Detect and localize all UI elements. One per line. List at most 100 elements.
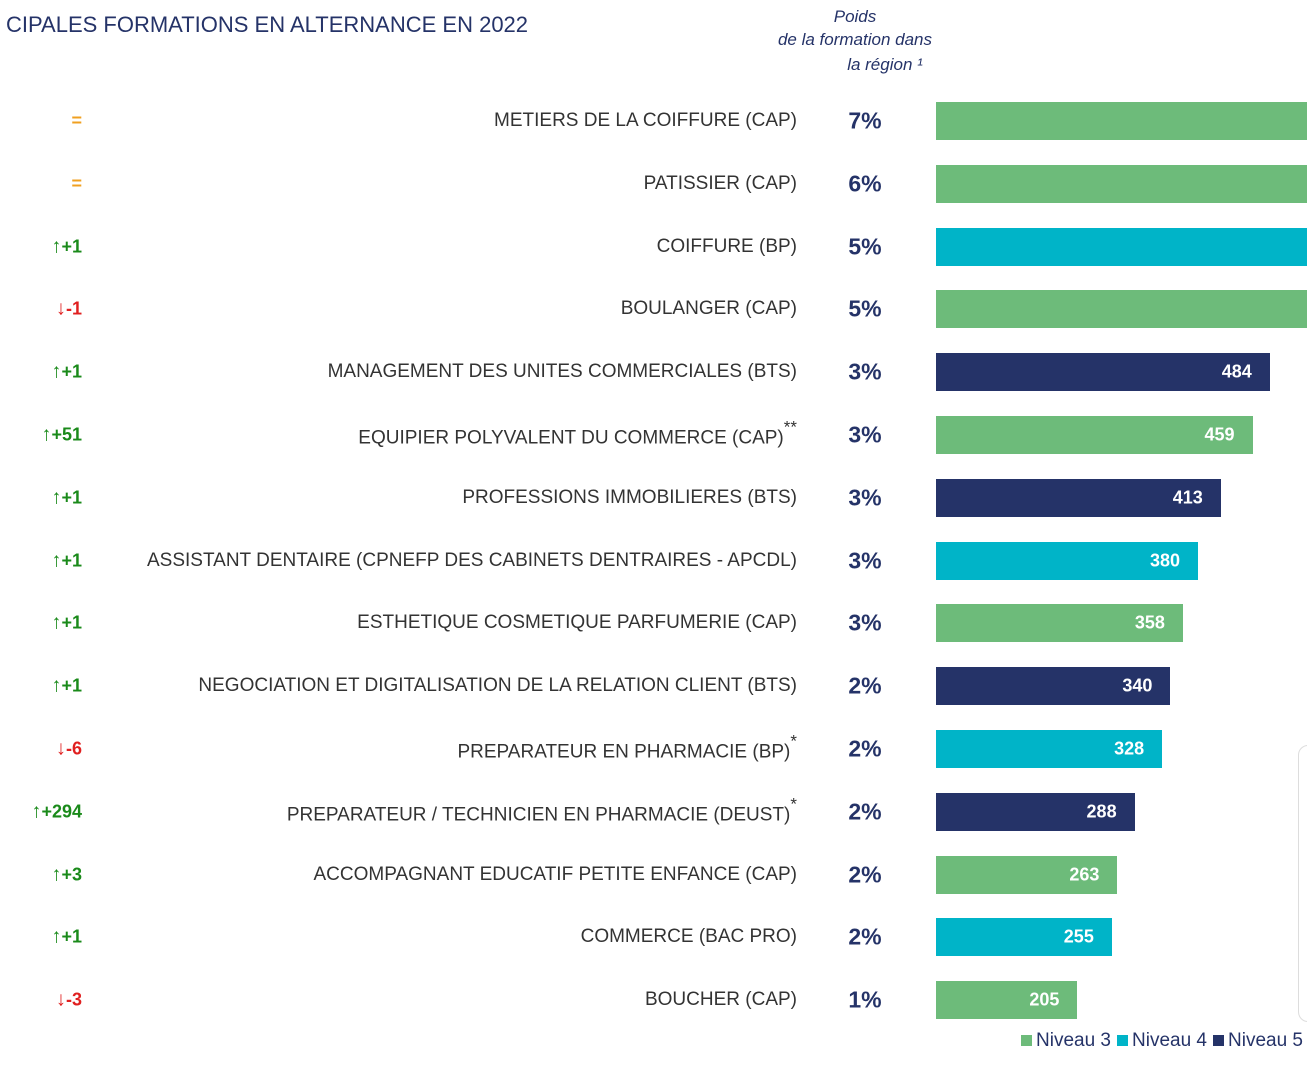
rank-change-text: +294 bbox=[41, 801, 82, 822]
rank-change: ↑+1 bbox=[0, 926, 82, 949]
side-panel bbox=[1298, 745, 1307, 1022]
weight-label: 3% bbox=[848, 547, 882, 574]
weight-label: 5% bbox=[848, 295, 882, 322]
weight-label: 3% bbox=[848, 358, 882, 385]
footnote-mark: ** bbox=[783, 417, 797, 437]
value-label: 263 bbox=[1069, 864, 1100, 885]
category-label: BOUCHER (CAP) bbox=[97, 988, 797, 1012]
legend-swatch bbox=[1213, 1035, 1224, 1046]
category-text: BOUCHER (CAP) bbox=[644, 989, 797, 1011]
category-label: BOULANGER (CAP) bbox=[97, 297, 797, 321]
value-label: 358 bbox=[1134, 612, 1165, 633]
rank-change: ↑+1 bbox=[0, 675, 82, 698]
rank-change-text: +1 bbox=[61, 236, 82, 257]
value-label: 328 bbox=[1114, 738, 1145, 759]
category-text: PROFESSIONS IMMOBILIERES (BTS) bbox=[462, 486, 797, 508]
category-text: METIERS DE LA COIFFURE (CAP) bbox=[494, 110, 797, 131]
rank-change: ↑+1 bbox=[0, 235, 82, 258]
weight-header: de la formation dans bbox=[777, 30, 933, 49]
rank-change-text: +1 bbox=[61, 675, 82, 696]
category-text: PREPARATEUR EN PHARMACIE (BP) bbox=[457, 741, 791, 763]
weight-header: Poids bbox=[833, 7, 877, 26]
arrow-icon: ↑ bbox=[51, 549, 62, 572]
value-label: 288 bbox=[1086, 801, 1117, 822]
rank-change: ↓-1 bbox=[0, 298, 82, 321]
bar bbox=[936, 918, 1112, 957]
category-label: PROFESSIONS IMMOBILIERES (BTS) bbox=[97, 486, 797, 510]
bar bbox=[936, 981, 1078, 1020]
bar bbox=[936, 164, 1307, 203]
arrow-icon: ↑ bbox=[51, 863, 62, 886]
weight-label: 6% bbox=[848, 170, 882, 197]
category-text: COIFFURE (BP) bbox=[656, 235, 797, 257]
arrow-icon: ↓ bbox=[55, 297, 66, 320]
rank-change: = bbox=[0, 173, 82, 194]
category-label: MANAGEMENT DES UNITES COMMERCIALES (BTS) bbox=[97, 360, 797, 384]
bar bbox=[936, 604, 1183, 643]
rank-change: ↓-3 bbox=[0, 989, 82, 1012]
rank-change: ↑+51 bbox=[0, 424, 82, 447]
weight-label: 2% bbox=[848, 923, 882, 950]
legend-item: Niveau 4 bbox=[1117, 1030, 1207, 1051]
value-label: 380 bbox=[1149, 550, 1181, 571]
category-label: ACCOMPAGNANT EDUCATIF PETITE ENFANCE (CA… bbox=[97, 863, 798, 887]
value-label: 205 bbox=[1029, 989, 1060, 1010]
category-label: METIERS DE LA COIFFURE (CAP) bbox=[97, 109, 797, 133]
arrow-icon: ↑ bbox=[51, 611, 62, 634]
rank-change: ↑+1 bbox=[0, 612, 82, 635]
rank-change: ↑+1 bbox=[0, 549, 82, 572]
rank-change: = bbox=[0, 111, 82, 132]
rank-change-text: +1 bbox=[61, 926, 82, 947]
rank-change-text: -3 bbox=[65, 989, 82, 1010]
category-text: COMMERCE (BAC PRO) bbox=[580, 926, 797, 948]
category-text: EQUIPIER POLYVALENT DU COMMERCE (CAP) bbox=[358, 427, 784, 449]
category-text: PATISSIER (CAP) bbox=[643, 172, 797, 194]
weight-header: la région ¹ bbox=[847, 55, 923, 74]
bar bbox=[936, 792, 1135, 831]
category-label: ESTHETIQUE COSMETIQUE PARFUMERIE (CAP) bbox=[97, 611, 797, 635]
arrow-icon: ↓ bbox=[55, 737, 66, 760]
bar bbox=[936, 478, 1221, 517]
category-text: ASSISTANT DENTAIRE (CPNEFP DES CABINETS … bbox=[147, 549, 797, 571]
category-label: PREPARATEUR / TECHNICIEN EN PHARMACIE (D… bbox=[97, 794, 797, 827]
rank-change: ↑+294 bbox=[0, 800, 82, 823]
category-text: ESTHETIQUE COSMETIQUE PARFUMERIE (CAP) bbox=[357, 612, 797, 634]
weight-label: 2% bbox=[848, 861, 882, 888]
legend-label: Niveau 4 bbox=[1132, 1030, 1207, 1051]
weight-label: 2% bbox=[848, 735, 882, 762]
arrow-icon: ↓ bbox=[55, 988, 66, 1011]
weight-label: 3% bbox=[848, 421, 882, 448]
rank-change-text: +51 bbox=[51, 424, 82, 445]
rank-change-text: = bbox=[71, 110, 82, 131]
category-text: NEGOCIATION ET DIGITALISATION DE LA RELA… bbox=[198, 675, 797, 697]
category-text: ACCOMPAGNANT EDUCATIF PETITE ENFANCE (CA… bbox=[313, 863, 798, 885]
legend-item: Niveau 3 bbox=[1021, 1030, 1111, 1051]
rank-change-text: +1 bbox=[61, 612, 82, 633]
bar bbox=[936, 730, 1163, 768]
category-label: PREPARATEUR EN PHARMACIE (BP)* bbox=[97, 731, 797, 764]
category-label: COMMERCE (BAC PRO) bbox=[97, 925, 797, 949]
rank-change: ↑+1 bbox=[0, 361, 82, 384]
bar bbox=[936, 102, 1307, 140]
footnote-mark: * bbox=[790, 794, 797, 814]
rank-change: ↓-6 bbox=[0, 738, 82, 761]
arrow-icon: ↑ bbox=[31, 800, 42, 823]
rank-change-text: +1 bbox=[61, 550, 82, 571]
rank-change: ↑+1 bbox=[0, 486, 82, 509]
chart-title: CIPALES FORMATIONS EN ALTERNANCE EN 2022 bbox=[6, 12, 529, 37]
category-text: BOULANGER (CAP) bbox=[620, 298, 797, 320]
legend-item: Niveau 5 bbox=[1213, 1030, 1303, 1051]
category-label: EQUIPIER POLYVALENT DU COMMERCE (CAP)** bbox=[97, 417, 797, 450]
rank-change-text: +1 bbox=[61, 361, 82, 382]
footnote-mark: * bbox=[790, 731, 797, 751]
value-label: 255 bbox=[1063, 926, 1094, 947]
arrow-icon: ↑ bbox=[51, 674, 62, 697]
weight-label: 7% bbox=[848, 107, 882, 134]
arrow-icon: ↑ bbox=[51, 925, 62, 948]
rank-change-text: -6 bbox=[65, 738, 82, 759]
value-label: 413 bbox=[1172, 487, 1203, 508]
bar bbox=[936, 667, 1171, 706]
category-label: NEGOCIATION ET DIGITALISATION DE LA RELA… bbox=[97, 674, 797, 698]
value-label: 340 bbox=[1122, 675, 1153, 696]
